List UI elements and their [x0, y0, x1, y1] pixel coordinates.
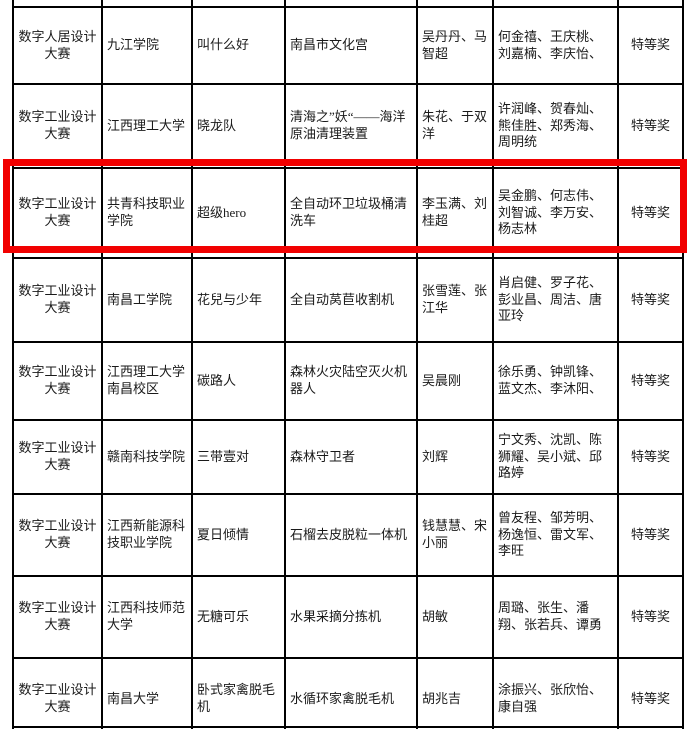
- cell-project: 清海之”妖“——海洋原油清理装置: [284, 83, 418, 169]
- cropped-cell: [191, 0, 286, 8]
- cell-award: 特等奖: [617, 341, 684, 421]
- cell-advisors: 涂振兴、张欣怡、康自强: [492, 657, 619, 729]
- cell-advisors: 许润峰、贺春灿、熊佳胜、郑秀海、周明统: [492, 83, 619, 169]
- cell-members: 钱慧慧、宋小丽: [416, 493, 494, 577]
- cell-school: 江西科技师范大学: [101, 575, 193, 659]
- cell-members: 胡敏: [416, 575, 494, 659]
- table-row: 数字工业设计大赛 南昌工学院 花兒与少年 全自动莴苣收割机 张雪莲、张江华 肖启健、罗子花…: [12, 257, 684, 343]
- cell-members: 朱花、于双洋: [416, 83, 494, 169]
- cell-members: 刘辉: [416, 419, 494, 495]
- cell-school: 江西理工大学南昌校区: [101, 341, 193, 421]
- cropped-cell: [12, 0, 103, 8]
- cell-project: 石榴去皮脱粒一体机: [284, 493, 418, 577]
- cell-team: 晓龙队: [191, 83, 286, 169]
- cell-award: 特等奖: [617, 419, 684, 495]
- cell-members: 吴丹丹、马智超: [416, 6, 494, 85]
- cell-members: 李玉满、刘桂超: [416, 167, 494, 259]
- cell-project: 全自动莴苣收割机: [284, 257, 418, 343]
- next-row-top-border: [12, 726, 682, 728]
- cell-competition: 数字工业设计大赛: [12, 83, 103, 169]
- cell-team: 叫什么好: [191, 6, 286, 85]
- cell-team: 超级hero: [191, 167, 286, 259]
- cell-project: 森林守卫者: [284, 419, 418, 495]
- cell-award: 特等奖: [617, 6, 684, 85]
- cell-team: 花兒与少年: [191, 257, 286, 343]
- cell-award: 特等奖: [617, 167, 684, 259]
- table-row: 数字工业设计大赛 江西新能源科技职业学院 夏日倾情 石榴去皮脱粒一体机 钱慧慧、宋小丽曾…: [12, 493, 684, 577]
- table-row: 数字工业设计大赛 赣南科技学院 三带壹对 森林守卫者 刘辉 宁文秀、沈凯、陈狮耀、吴小斌、…: [12, 419, 684, 495]
- cell-team: 碳路人: [191, 341, 286, 421]
- table-row: 数字工业设计大赛 共青科技职业学院 超级hero 全自动环卫垃圾桶清洗车 李玉满、刘桂超…: [12, 167, 684, 259]
- cropped-cell: [284, 0, 418, 8]
- cropped-cell: [492, 0, 619, 8]
- table-row: 数字人居设计大赛 九江学院 叫什么好 南昌市文化宫 吴丹丹、马智超 何金禧、王庆桃、刘嘉楠…: [12, 6, 684, 85]
- cell-school: 共青科技职业学院: [101, 167, 193, 259]
- cell-school: 江西理工大学: [101, 83, 193, 169]
- cell-school: 赣南科技学院: [101, 419, 193, 495]
- cell-members: 胡兆吉: [416, 657, 494, 729]
- cell-advisors: 曾友程、邹芳明、杨逸恒、雷文军、李旺: [492, 493, 619, 577]
- table-row: 数字工业设计大赛 江西科技师范大学 无糖可乐 水果采摘分拣机 胡敏 周璐、张生、潘翔、张若…: [12, 575, 684, 659]
- cell-school: 江西新能源科技职业学院: [101, 493, 193, 577]
- cell-advisors: 何金禧、王庆桃、刘嘉楠、李庆怡、: [492, 6, 619, 85]
- cropped-row-top: [12, 0, 684, 8]
- awards-table-body: 数字人居设计大赛 九江学院 叫什么好 南昌市文化宫 吴丹丹、马智超 何金禧、王庆桃、刘嘉楠…: [12, 0, 684, 729]
- cell-advisors: 周璐、张生、潘翔、张若兵、谭勇: [492, 575, 619, 659]
- cell-school: 南昌大学: [101, 657, 193, 729]
- cell-competition: 数字工业设计大赛: [12, 257, 103, 343]
- cell-advisors: 肖启健、罗子花、彭业昌、周洁、唐亚玲: [492, 257, 619, 343]
- cell-school: 九江学院: [101, 6, 193, 85]
- cell-award: 特等奖: [617, 493, 684, 577]
- cell-project: 水循环家禽脱毛机: [284, 657, 418, 729]
- cell-project: 森林火灾陆空灭火机器人: [284, 341, 418, 421]
- cell-advisors: 吴金鹏、何志伟、刘智诚、李万安、杨志林: [492, 167, 619, 259]
- cell-team: 卧式家禽脱毛机: [191, 657, 286, 729]
- table-row: 数字工业设计大赛 南昌大学 卧式家禽脱毛机 水循环家禽脱毛机 胡兆吉 涂振兴、张欣怡、康自…: [12, 657, 684, 729]
- cell-team: 三带壹对: [191, 419, 286, 495]
- cell-school: 南昌工学院: [101, 257, 193, 343]
- cropped-cell: [617, 0, 684, 8]
- awards-table: 数字人居设计大赛 九江学院 叫什么好 南昌市文化宫 吴丹丹、马智超 何金禧、王庆桃、刘嘉楠…: [12, 0, 684, 729]
- cell-competition: 数字工业设计大赛: [12, 167, 103, 259]
- cell-competition: 数字工业设计大赛: [12, 493, 103, 577]
- cropped-cell: [416, 0, 494, 8]
- cell-project: 水果采摘分拣机: [284, 575, 418, 659]
- cell-award: 特等奖: [617, 257, 684, 343]
- cell-members: 吴晨刚: [416, 341, 494, 421]
- cell-competition: 数字人居设计大赛: [12, 6, 103, 85]
- cell-project: 全自动环卫垃圾桶清洗车: [284, 167, 418, 259]
- cell-competition: 数字工业设计大赛: [12, 575, 103, 659]
- table-row: 数字工业设计大赛 江西理工大学 晓龙队 清海之”妖“——海洋原油清理装置 朱花、于双洋许…: [12, 83, 684, 169]
- cropped-cell: [101, 0, 193, 8]
- cell-competition: 数字工业设计大赛: [12, 657, 103, 729]
- cell-team: 夏日倾情: [191, 493, 286, 577]
- cell-competition: 数字工业设计大赛: [12, 419, 103, 495]
- cell-project: 南昌市文化宫: [284, 6, 418, 85]
- cell-team: 无糖可乐: [191, 575, 286, 659]
- cell-competition: 数字工业设计大赛: [12, 341, 103, 421]
- cell-award: 特等奖: [617, 575, 684, 659]
- cell-advisors: 宁文秀、沈凯、陈狮耀、吴小斌、邱路婷: [492, 419, 619, 495]
- cell-award: 特等奖: [617, 83, 684, 169]
- cell-members: 张雪莲、张江华: [416, 257, 494, 343]
- table-row: 数字工业设计大赛 江西理工大学南昌校区 碳路人 森林火灾陆空灭火机器人 吴晨刚 徐乐勇、钟…: [12, 341, 684, 421]
- cell-advisors: 徐乐勇、钟凯锋、蓝文杰、李沐阳、: [492, 341, 619, 421]
- cell-award: 特等奖: [617, 657, 684, 729]
